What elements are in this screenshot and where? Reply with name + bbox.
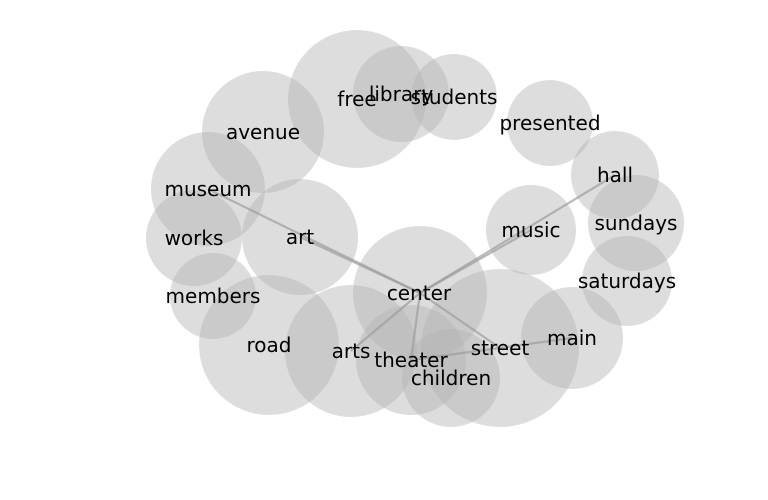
word-hall: hall	[597, 163, 633, 187]
edge-theater-main	[410, 336, 573, 362]
edge-center-arts	[350, 292, 421, 352]
bubble-presented	[507, 80, 593, 166]
word-free: free	[337, 87, 376, 111]
edge-center-art	[299, 236, 421, 294]
word-saturdays: saturdays	[578, 269, 676, 293]
word-street: street	[471, 336, 530, 360]
word-road: road	[247, 333, 292, 357]
word-theater: theater	[374, 348, 448, 372]
edge-center-street	[419, 292, 501, 349]
bubble-works	[146, 190, 242, 286]
label-layer: free library students avenue presented h…	[164, 82, 677, 390]
edge-center-hall	[419, 174, 616, 294]
bubble-library	[353, 46, 449, 142]
word-music: music	[501, 218, 560, 242]
word-arts: arts	[332, 339, 371, 363]
word-sundays: sundays	[595, 211, 678, 235]
bubble-students	[411, 54, 497, 140]
edge-layer	[207, 174, 616, 362]
bubble-avenue	[202, 71, 324, 193]
bubble-members	[170, 253, 256, 339]
word-members: members	[166, 284, 261, 308]
word-presented: presented	[499, 111, 600, 135]
word-children: children	[411, 366, 491, 390]
word-main: main	[547, 326, 597, 350]
word-museum: museum	[164, 177, 251, 201]
word-students: students	[411, 85, 498, 109]
bubble-road	[199, 275, 339, 415]
bubble-sundays	[588, 175, 684, 271]
word-works: works	[165, 226, 224, 250]
word-art: art	[286, 225, 314, 249]
word-avenue: avenue	[226, 120, 300, 144]
word-library: library	[369, 82, 434, 106]
bubble-children	[402, 329, 500, 427]
edge-center-theater	[409, 292, 422, 361]
bubble-free	[288, 30, 426, 168]
word-center: center	[387, 281, 452, 305]
bubble-saturdays	[582, 236, 672, 326]
